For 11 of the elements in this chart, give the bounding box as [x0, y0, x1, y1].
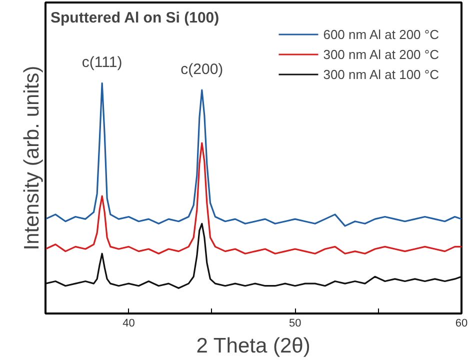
legend-label: 300 nm Al at 100 °C — [323, 66, 439, 82]
chart-title: Sputtered Al on Si (100) — [50, 10, 220, 26]
annotation: c(111) — [82, 54, 122, 72]
x-tick-label: 40 — [122, 318, 135, 330]
x-axis-title: 2 Theta (2θ) — [196, 334, 310, 358]
legend-label: 600 nm Al at 200 °C — [323, 26, 439, 42]
y-axis-title: Intensity (arb. units) — [20, 66, 44, 250]
x-tick-label: 60 — [455, 318, 468, 330]
annotation: c(200) — [180, 61, 224, 78]
x-tick-label: 50 — [288, 318, 302, 330]
legend-label: 300 nm Al at 200 °C — [323, 46, 439, 62]
